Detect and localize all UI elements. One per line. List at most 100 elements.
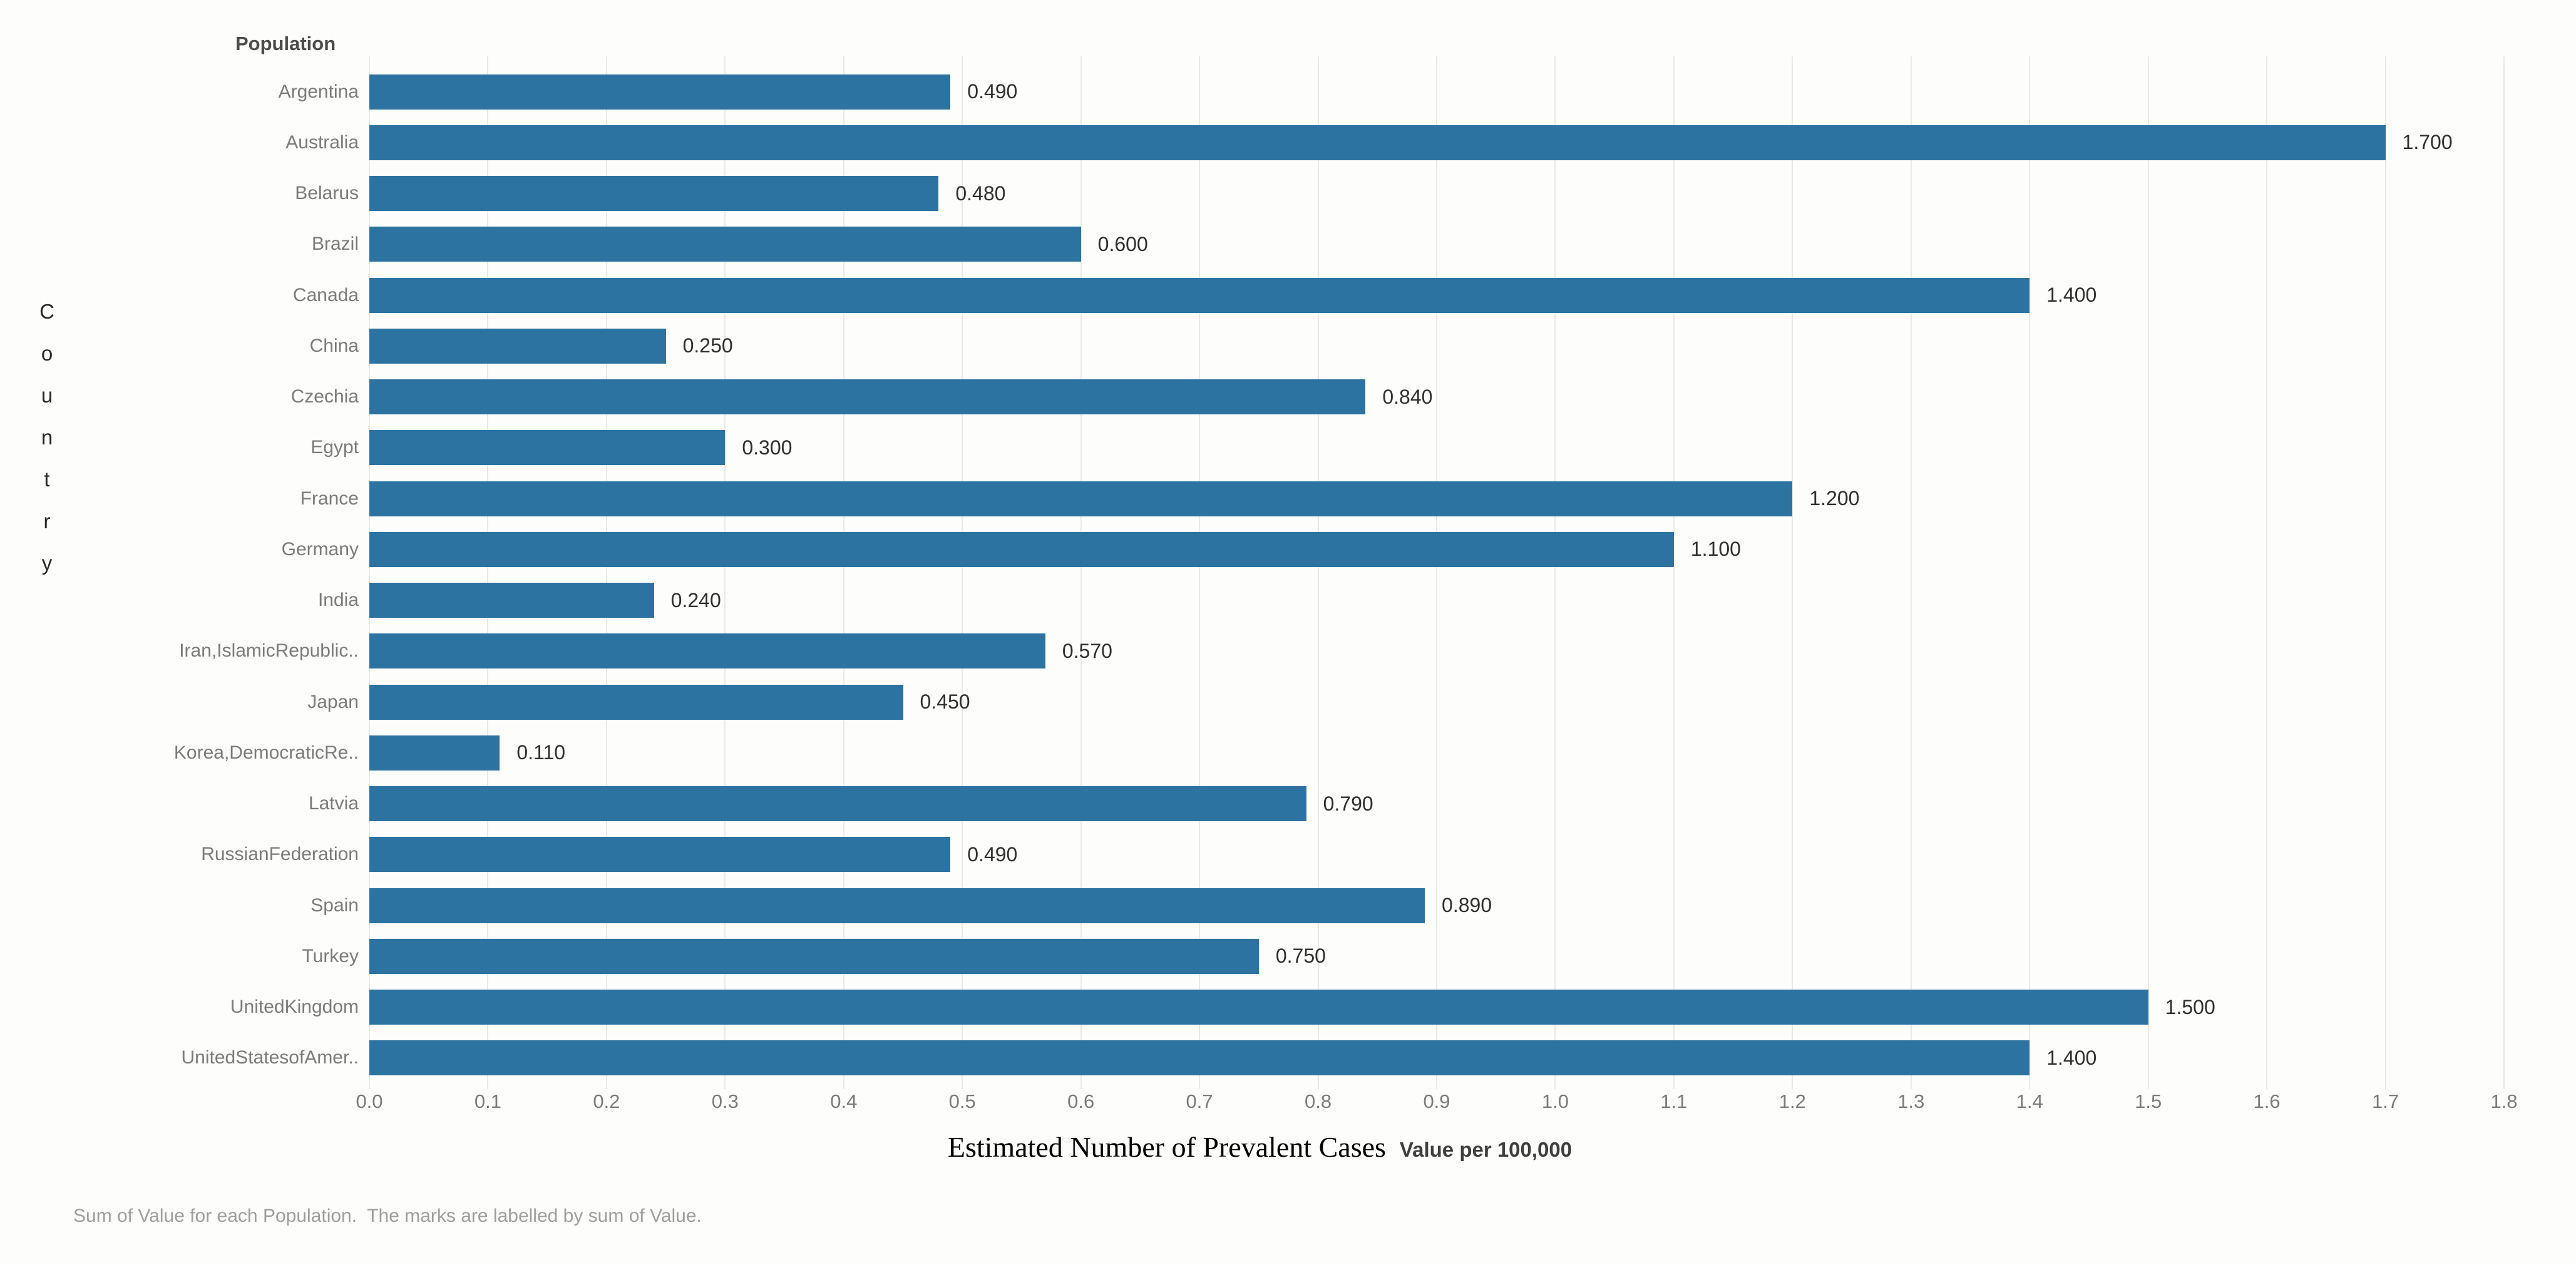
bar-value-label: 1.700 — [2402, 131, 2453, 154]
bar-value-label: 0.490 — [967, 80, 1018, 103]
bar-area: 1.400 — [369, 270, 2504, 320]
x-axis-tick-label: 0.3 — [711, 1090, 739, 1112]
bar[interactable] — [369, 633, 1045, 669]
bar-area: 1.500 — [369, 982, 2504, 1033]
gridline — [843, 56, 844, 1089]
country-label: Germany — [281, 538, 359, 560]
bar[interactable] — [369, 735, 500, 771]
gridline — [1317, 56, 1319, 1089]
bar-row: France 1.200 — [0, 473, 2576, 524]
bar-value-label: 1.400 — [2046, 1046, 2097, 1069]
x-axis-tick-label: 1.4 — [2016, 1090, 2043, 1112]
bar-value-label: 0.790 — [1323, 792, 1373, 815]
bar-area: 0.570 — [369, 626, 2504, 677]
bar-row: Czechia 0.840 — [0, 372, 2576, 423]
bar[interactable] — [369, 837, 951, 873]
x-axis-tick-label: 1.0 — [1541, 1090, 1569, 1112]
bar[interactable] — [369, 1040, 2030, 1076]
x-axis-tick-label: 1.6 — [2253, 1090, 2281, 1112]
bar-area: 1.200 — [369, 473, 2504, 524]
country-label: UnitedKingdom — [230, 996, 359, 1018]
bar[interactable] — [369, 74, 951, 110]
country-label: UnitedStatesofAmer.. — [181, 1047, 359, 1068]
x-axis-tick-label: 0.5 — [948, 1090, 976, 1112]
bar-value-label: 1.100 — [1690, 538, 1741, 561]
bar-area: 0.240 — [369, 575, 2504, 626]
gridline — [1436, 56, 1437, 1089]
x-axis-tick-label: 1.8 — [2490, 1090, 2518, 1112]
bar[interactable] — [369, 684, 903, 720]
bar[interactable] — [369, 125, 2386, 160]
gridline — [1080, 56, 1082, 1089]
bar-value-label: 0.110 — [516, 741, 566, 764]
country-label: Spain — [310, 894, 359, 916]
bar-area: 0.890 — [369, 880, 2504, 931]
bar[interactable] — [369, 379, 1366, 415]
bar[interactable] — [369, 227, 1081, 262]
bar-value-label: 0.490 — [967, 842, 1018, 866]
gridline — [1673, 56, 1675, 1089]
x-axis-title-text: Estimated Number of Prevalent Cases — [947, 1131, 1386, 1163]
bar[interactable] — [369, 990, 2148, 1025]
bar[interactable] — [369, 888, 1425, 923]
bar[interactable] — [369, 328, 666, 364]
bar-area: 0.790 — [369, 779, 2504, 829]
bar[interactable] — [369, 430, 726, 466]
x-axis-tick-label: 0.7 — [1186, 1090, 1213, 1112]
bar-value-label: 0.750 — [1275, 945, 1326, 968]
x-axis-ticks: 0.0 0.1 0.2 0.3 0.4 0.5 0.6 0.7 0.8 0.9 1.0 1.1 1.2 1… — [356, 1090, 2517, 1115]
x-axis-tick-label: 0.6 — [1067, 1090, 1095, 1112]
bar-row: China 0.250 — [0, 320, 2576, 371]
bar[interactable] — [369, 531, 1674, 567]
bar-row: UnitedKingdom 1.500 — [0, 982, 2576, 1033]
x-axis-tick-label: 1.7 — [2371, 1090, 2399, 1112]
gridline — [605, 56, 607, 1089]
country-label: Canada — [292, 284, 359, 305]
bar-row: Korea,DemocraticRe.. 0.110 — [0, 727, 2576, 778]
bar-value-label: 0.890 — [1442, 894, 1492, 917]
bar-area: 0.490 — [369, 829, 2504, 880]
x-axis-tick-label: 0.9 — [1423, 1090, 1450, 1112]
bar[interactable] — [369, 481, 1793, 516]
country-label: Argentina — [278, 81, 359, 102]
bar-row: Japan 0.450 — [0, 677, 2576, 727]
gridline — [2503, 56, 2505, 1089]
bar-row: India 0.240 — [0, 575, 2576, 626]
country-axis-letter: t — [44, 468, 50, 491]
bar-area: 0.110 — [369, 727, 2504, 778]
bar[interactable] — [369, 938, 1259, 974]
bar[interactable] — [369, 176, 939, 212]
country-label: Iran,IslamicRepublic.. — [179, 640, 359, 662]
bar-area: 0.450 — [369, 677, 2504, 727]
bar-area: 0.490 — [369, 66, 2504, 117]
gridline — [1554, 56, 1556, 1089]
country-axis-letter: o — [41, 342, 53, 365]
bar[interactable] — [369, 277, 2030, 313]
gridline — [1199, 56, 1201, 1089]
country-label: RussianFederation — [201, 844, 359, 865]
bar-row: Germany 1.100 — [0, 524, 2576, 575]
bar[interactable] — [369, 786, 1306, 822]
bar-row: Turkey 0.750 — [0, 931, 2576, 981]
bar-area: 0.600 — [369, 219, 2504, 270]
gridline — [2029, 56, 2031, 1089]
bar-area: 0.750 — [369, 931, 2504, 981]
bar-row: Australia 1.700 — [0, 117, 2576, 168]
bar-value-label: 1.400 — [2046, 284, 2097, 307]
gridline — [2266, 56, 2268, 1089]
bar-row: Canada 1.400 — [0, 270, 2576, 320]
x-axis-subtitle-text: Value per 100,000 — [1399, 1138, 1573, 1161]
country-axis-letter: r — [43, 510, 51, 533]
x-axis-tick-label: 0.2 — [593, 1090, 620, 1112]
bar-row: RussianFederation 0.490 — [0, 829, 2576, 880]
bar-row: Belarus 0.480 — [0, 168, 2576, 219]
country-axis-letter: y — [41, 551, 53, 575]
gridline-layer — [369, 56, 2505, 1089]
x-axis-tick-label: 1.1 — [1660, 1090, 1688, 1112]
bar-value-label: 1.500 — [2165, 995, 2215, 1018]
bar-value-label: 0.600 — [1097, 232, 1148, 255]
bar[interactable] — [369, 583, 654, 618]
country-label: Japan — [307, 691, 359, 712]
bar-rows: Argentina 0.490 Australia 1.700 Belarus 0.480… — [0, 66, 2576, 1083]
